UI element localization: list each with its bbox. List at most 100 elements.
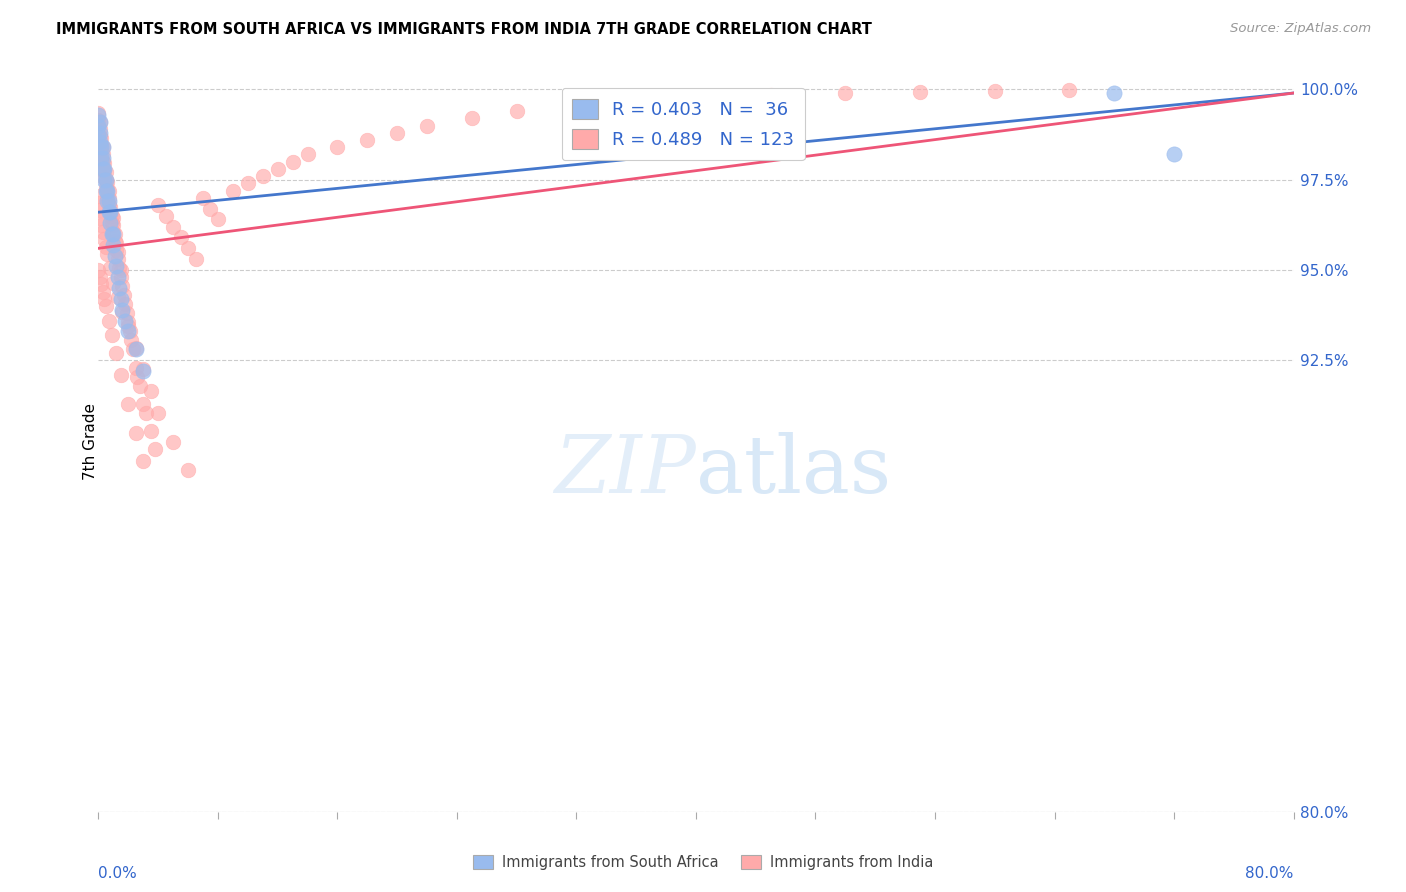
Point bbox=[120, 334, 142, 348]
Point bbox=[105, 235, 128, 250]
Point bbox=[191, 191, 214, 205]
Point bbox=[101, 328, 124, 343]
Point bbox=[89, 136, 111, 151]
Legend: Immigrants from South Africa, Immigrants from India: Immigrants from South Africa, Immigrants… bbox=[467, 849, 939, 876]
Point bbox=[97, 184, 120, 198]
Point bbox=[94, 180, 117, 194]
Point bbox=[90, 138, 112, 153]
Point bbox=[177, 463, 200, 477]
Point bbox=[98, 200, 122, 214]
Point bbox=[112, 288, 135, 302]
Point bbox=[111, 302, 134, 317]
Point bbox=[111, 304, 134, 318]
Point bbox=[96, 194, 118, 209]
Point bbox=[127, 369, 149, 384]
Point bbox=[91, 225, 114, 239]
Point bbox=[107, 290, 129, 304]
Point bbox=[87, 196, 110, 211]
Point bbox=[101, 216, 124, 230]
Y-axis label: 7th Grade: 7th Grade bbox=[83, 403, 97, 480]
Point bbox=[89, 115, 111, 129]
Point bbox=[89, 135, 111, 149]
Point bbox=[90, 140, 112, 154]
Point bbox=[105, 260, 128, 274]
Point bbox=[148, 198, 170, 212]
Point bbox=[139, 384, 162, 398]
Point bbox=[685, 89, 707, 103]
Point bbox=[125, 425, 148, 440]
Point bbox=[98, 205, 122, 219]
Point bbox=[98, 261, 122, 276]
Point bbox=[94, 184, 117, 198]
Point bbox=[129, 378, 152, 392]
Point bbox=[90, 218, 112, 232]
Point bbox=[236, 177, 259, 191]
Point bbox=[326, 140, 349, 154]
Point bbox=[87, 120, 110, 135]
Point bbox=[87, 108, 110, 122]
Point bbox=[110, 270, 132, 285]
Point bbox=[97, 205, 120, 219]
Point bbox=[908, 85, 931, 99]
Point bbox=[108, 281, 131, 295]
Point bbox=[132, 364, 155, 378]
Text: IMMIGRANTS FROM SOUTH AFRICA VS IMMIGRANTS FROM INDIA 7TH GRADE CORRELATION CHAR: IMMIGRANTS FROM SOUTH AFRICA VS IMMIGRAN… bbox=[56, 22, 872, 37]
Point bbox=[104, 234, 127, 248]
Point bbox=[101, 209, 124, 223]
Point bbox=[97, 198, 120, 212]
Point bbox=[125, 341, 148, 355]
Point bbox=[117, 318, 139, 333]
Point bbox=[101, 227, 124, 241]
Point bbox=[87, 119, 110, 133]
Point bbox=[103, 227, 125, 241]
Point bbox=[111, 279, 134, 293]
Point bbox=[385, 126, 409, 140]
Point bbox=[252, 169, 274, 183]
Text: 80.0%: 80.0% bbox=[1246, 866, 1294, 881]
Point bbox=[1104, 86, 1126, 100]
Point bbox=[105, 346, 128, 360]
Point bbox=[90, 145, 112, 160]
Point bbox=[97, 194, 120, 209]
Point bbox=[117, 325, 139, 339]
Point bbox=[103, 276, 125, 290]
Point bbox=[118, 325, 141, 339]
Point bbox=[96, 189, 118, 203]
Point bbox=[98, 207, 122, 221]
Point bbox=[297, 147, 319, 161]
Point bbox=[89, 122, 111, 136]
Point bbox=[91, 151, 114, 165]
Point bbox=[135, 406, 157, 420]
Point bbox=[104, 248, 127, 262]
Point bbox=[89, 144, 111, 158]
Point bbox=[110, 263, 132, 277]
Point bbox=[103, 237, 125, 252]
Point bbox=[97, 191, 120, 205]
Point bbox=[96, 182, 118, 196]
Point bbox=[90, 153, 112, 167]
Point bbox=[132, 396, 155, 410]
Point bbox=[91, 154, 114, 169]
Point bbox=[281, 154, 304, 169]
Point bbox=[93, 172, 115, 186]
Point bbox=[169, 230, 191, 244]
Point bbox=[89, 129, 111, 144]
Point bbox=[105, 243, 128, 257]
Point bbox=[103, 211, 125, 225]
Point bbox=[110, 368, 132, 382]
Point bbox=[96, 184, 118, 198]
Point bbox=[125, 360, 148, 375]
Point bbox=[117, 315, 139, 329]
Point bbox=[89, 115, 111, 129]
Point bbox=[125, 343, 148, 357]
Point bbox=[90, 131, 112, 145]
Point bbox=[89, 270, 111, 285]
Point bbox=[91, 140, 114, 154]
Point bbox=[89, 126, 111, 140]
Point bbox=[184, 252, 207, 267]
Point bbox=[162, 219, 184, 234]
Point bbox=[626, 93, 648, 107]
Point bbox=[91, 285, 114, 299]
Point bbox=[506, 104, 529, 119]
Point bbox=[132, 454, 155, 468]
